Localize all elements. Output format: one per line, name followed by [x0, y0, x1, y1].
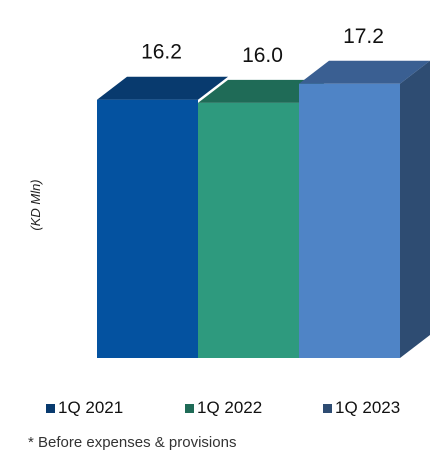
legend-label: 1Q 2021: [58, 398, 124, 417]
legend-swatch-icon: [46, 403, 55, 413]
data-label-1q-2021: 16.2: [141, 41, 182, 64]
legend: 1Q 2021 1Q 2022 1Q 2023: [0, 398, 436, 420]
y-axis-label: (KD Mln): [28, 179, 43, 231]
bar-side-1q-2023: [400, 60, 430, 358]
bar-top-1q-2022: [198, 79, 329, 103]
legend-label: 1Q 2022: [197, 398, 263, 417]
bar-top-1q-2023: [299, 60, 430, 84]
bar-1q-2021: [97, 99, 198, 358]
legend-item-1q-2023: 1Q 2023: [323, 398, 400, 418]
legend-swatch-icon: [323, 403, 332, 413]
legend-item-1q-2021: 1Q 2021: [46, 398, 123, 418]
legend-swatch-icon: [185, 403, 194, 413]
footnote: * Before expenses & provisions: [28, 434, 237, 451]
legend-label: 1Q 2023: [335, 398, 401, 417]
data-label-1q-2023: 17.2: [343, 25, 384, 48]
legend-item-1q-2022: 1Q 2022: [185, 398, 262, 418]
bar-1q-2023: [299, 83, 400, 358]
bar-top-1q-2021: [97, 76, 228, 100]
bar-chart: 16.2 16.0 17.2: [97, 25, 430, 358]
bar-1q-2022: [198, 102, 299, 358]
data-label-1q-2022: 16.0: [242, 44, 283, 67]
